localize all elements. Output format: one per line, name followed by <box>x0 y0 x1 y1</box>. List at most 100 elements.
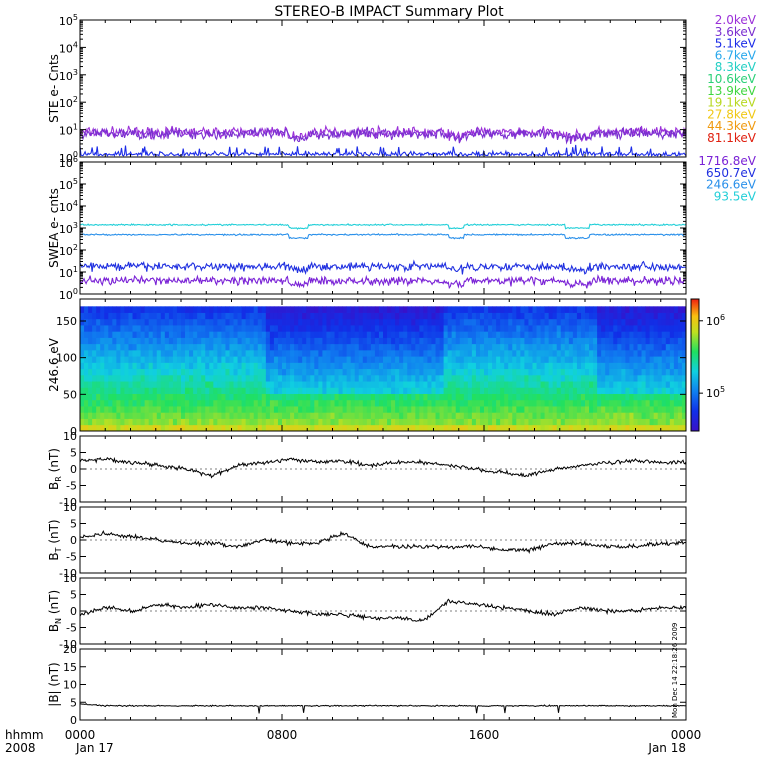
heatmap-cell <box>532 368 537 376</box>
heatmap-cell <box>286 399 291 407</box>
heatmap-cell <box>362 387 368 394</box>
heatmap-cell <box>585 362 590 370</box>
heatmap-cell <box>443 381 449 388</box>
heatmap-cell <box>362 418 368 426</box>
y-axis-label: |B| (nT) <box>47 662 61 706</box>
heatmap-cell <box>128 387 133 394</box>
heatmap-cell <box>524 381 529 388</box>
heatmap-cell <box>435 356 440 363</box>
heatmap-cell <box>326 306 331 313</box>
y-tick-label: 20 <box>63 643 77 656</box>
heatmap-cell <box>625 387 630 394</box>
heatmap-cell <box>597 337 602 345</box>
heatmap-cell <box>168 418 174 426</box>
heatmap-cell <box>108 325 113 332</box>
heatmap-cell <box>237 356 242 363</box>
heatmap-cell <box>415 418 420 426</box>
heatmap-cell <box>88 343 93 351</box>
heatmap-cell <box>209 337 214 345</box>
heatmap-cell <box>362 318 368 326</box>
heatmap-cell <box>80 374 85 382</box>
heatmap-cell <box>617 325 622 332</box>
heatmap-cell <box>617 412 622 419</box>
heatmap-cell <box>257 343 263 351</box>
heatmap-cell <box>249 374 255 382</box>
heatmap-cell <box>205 393 210 401</box>
heatmap-cell <box>209 424 214 432</box>
heatmap-cell <box>253 412 259 419</box>
heatmap-cell <box>152 356 158 363</box>
heatmap-cell <box>84 331 89 338</box>
heatmap-cell <box>601 406 606 413</box>
heatmap-cell <box>245 325 251 332</box>
heatmap-cell <box>576 349 582 357</box>
heatmap-cell <box>492 374 497 382</box>
heatmap-cell <box>597 356 602 363</box>
heatmap-cell <box>326 424 331 432</box>
heatmap-cell <box>399 306 404 313</box>
heatmap-cell <box>201 331 206 338</box>
heatmap-cell <box>403 306 408 313</box>
heatmap-cell <box>496 306 501 313</box>
heatmap-cell <box>576 343 582 351</box>
heatmap-cell <box>613 312 618 320</box>
heatmap-cell <box>528 349 533 357</box>
heatmap-cell <box>346 368 352 376</box>
heatmap-cell <box>427 424 432 432</box>
heatmap-cell <box>657 399 663 407</box>
heatmap-cell <box>431 337 436 345</box>
heatmap-cell <box>423 362 428 370</box>
heatmap-cell <box>112 399 117 407</box>
heatmap-cell <box>415 356 420 363</box>
heatmap-cell <box>447 393 453 401</box>
heatmap-cell <box>492 362 497 370</box>
heatmap-cell <box>653 356 659 363</box>
heatmap-cell <box>358 406 364 413</box>
heatmap-cell <box>233 387 238 394</box>
heatmap-cell <box>241 393 247 401</box>
heatmap-cell <box>467 424 473 432</box>
heatmap-cell <box>156 343 162 351</box>
heatmap-cell <box>294 406 299 413</box>
heatmap-cell <box>128 412 133 419</box>
heatmap-cell <box>152 306 158 313</box>
heatmap-cell <box>625 356 630 363</box>
heatmap-cell <box>395 312 400 320</box>
heatmap-cell <box>354 306 360 313</box>
heatmap-cell <box>116 318 121 326</box>
heatmap-cell <box>512 331 517 338</box>
heatmap-cell <box>160 331 166 338</box>
heatmap-cell <box>548 399 554 407</box>
heatmap-cell <box>366 406 372 413</box>
heatmap-cell <box>395 343 400 351</box>
heatmap-cell <box>625 381 630 388</box>
heatmap-cell <box>362 412 368 419</box>
heatmap-cell <box>80 318 85 326</box>
heatmap-cell <box>657 318 663 326</box>
heatmap-cell <box>213 331 218 338</box>
heatmap-cell <box>136 393 141 401</box>
heatmap-cell <box>366 318 372 326</box>
heatmap-cell <box>653 312 659 320</box>
heatmap-cell <box>431 356 436 363</box>
heatmap-cell <box>641 399 646 407</box>
heatmap-cell <box>132 424 137 432</box>
heatmap-cell <box>253 362 259 370</box>
heatmap-cell <box>257 331 263 338</box>
heatmap-cell <box>193 387 198 394</box>
heatmap-cell <box>366 387 372 394</box>
heatmap-cell <box>286 362 291 370</box>
heatmap-cell <box>225 312 230 320</box>
heatmap-cell <box>217 331 222 338</box>
heatmap-cell <box>92 312 97 320</box>
heatmap-cell <box>605 349 610 357</box>
heatmap-cell <box>310 362 315 370</box>
heatmap-cell <box>673 418 679 426</box>
heatmap-cell <box>479 325 485 332</box>
heatmap-cell <box>629 418 634 426</box>
heatmap-cell <box>108 387 113 394</box>
heatmap-cell <box>197 318 202 326</box>
y-tick-label: 10 <box>63 430 77 443</box>
heatmap-cell <box>205 424 210 432</box>
heatmap-cell <box>512 424 517 432</box>
